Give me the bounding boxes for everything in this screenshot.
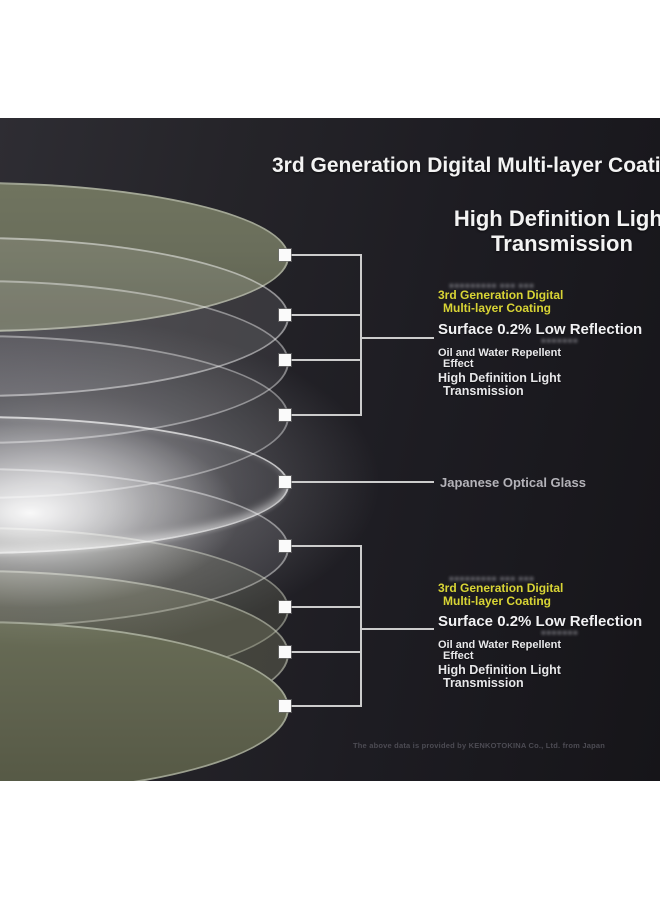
layer-marker bbox=[279, 249, 291, 261]
blurred-note: ●●●●●●●●● ●●● ●●● bbox=[449, 574, 535, 583]
bracket-line bbox=[360, 254, 362, 416]
surface-reflection-label: Surface 0.2% Low Reflection bbox=[438, 613, 643, 630]
connector-line bbox=[291, 651, 362, 653]
blurred-note: ●●●●●●●●● ●●● ●●● bbox=[449, 281, 535, 290]
blurred-note: ●●●●●●● bbox=[541, 628, 579, 637]
connector-line bbox=[360, 337, 434, 339]
connector-line bbox=[291, 705, 362, 707]
glass-marker bbox=[279, 476, 291, 488]
blurred-note: ●●●●●●● bbox=[541, 336, 579, 345]
connector-line bbox=[291, 414, 362, 416]
layer-marker bbox=[279, 354, 291, 366]
data-attribution: The above data is provided by KENKOTOKIN… bbox=[352, 741, 605, 750]
connector-line bbox=[360, 628, 434, 630]
connector-line bbox=[291, 359, 362, 361]
coating-label-line2: Multi-layer Coating bbox=[443, 301, 552, 315]
coating-label-line2: Multi-layer Coating bbox=[443, 594, 552, 608]
oil-repellent-label-line2: Effect bbox=[443, 650, 474, 662]
connector-line bbox=[291, 545, 362, 547]
layer-marker bbox=[279, 309, 291, 321]
layer-marker bbox=[279, 409, 291, 421]
layer-marker bbox=[279, 646, 291, 658]
bracket-line bbox=[360, 545, 362, 707]
connector-line bbox=[291, 606, 362, 608]
surface-reflection-label: Surface 0.2% Low Reflection bbox=[438, 321, 643, 338]
hd-light-label-line2: Transmission bbox=[443, 384, 524, 398]
coating-label-line1: 3rd Generation Digital bbox=[438, 288, 564, 302]
coating-label-line1: 3rd Generation Digital bbox=[438, 581, 564, 595]
connector-line bbox=[291, 481, 434, 483]
main-heading-line2: Transmission bbox=[491, 231, 633, 256]
hd-light-label-line1: High Definition Light bbox=[438, 663, 561, 677]
hd-light-label-line2: Transmission bbox=[443, 676, 524, 690]
page-title: 3rd Generation Digital Multi-layer Coati… bbox=[272, 154, 660, 177]
hd-light-label-line1: High Definition Light bbox=[438, 371, 561, 385]
main-heading-line1: High Definition Light bbox=[453, 206, 660, 231]
layer-marker bbox=[279, 700, 291, 712]
layer-marker bbox=[279, 540, 291, 552]
oil-repellent-label-line1: Oil and Water Repellent bbox=[438, 347, 562, 359]
lens-structure-panel: 3rd Generation Digital Multi-layer Coati… bbox=[0, 118, 660, 781]
connector-line bbox=[291, 254, 362, 256]
main-heading: High Definition Light Transmission bbox=[402, 206, 660, 256]
connector-line bbox=[291, 314, 362, 316]
oil-repellent-label-line1: Oil and Water Repellent bbox=[438, 639, 562, 651]
oil-repellent-label-line2: Effect bbox=[443, 358, 474, 370]
optical-glass-label: Japanese Optical Glass bbox=[440, 475, 586, 490]
layer-marker bbox=[279, 601, 291, 613]
